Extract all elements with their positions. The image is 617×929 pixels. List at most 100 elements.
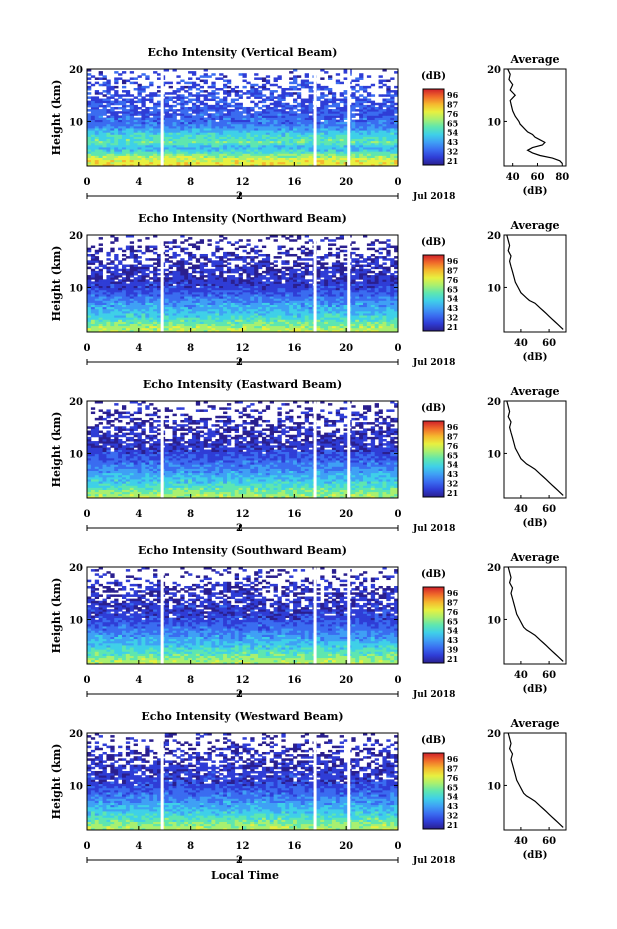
heatmap-cell [226,300,232,303]
heatmap-cell [296,144,302,148]
heatmap-cell [94,157,100,161]
heatmap-cell [90,106,96,110]
heatmap-cell [199,329,205,333]
heatmap-cell [184,144,189,148]
heatmap-cell [331,319,337,322]
heatmap-cell [141,153,146,156]
heatmap-cell [265,321,271,324]
heatmap-cell [359,327,364,331]
heatmap-cell [90,102,96,106]
heatmap-cell [269,102,274,106]
heatmap-cell [289,308,294,312]
heatmap-cell [153,138,158,142]
heatmap-cell [238,317,243,320]
heatmap-cell [289,319,294,322]
heatmap-cell [363,319,368,322]
heatmap-cell [265,130,271,133]
heatmap-cell [296,119,302,123]
heatmap-cell [265,302,271,305]
heatmap-cell [324,121,329,125]
heatmap-cell [370,161,376,165]
heatmap-cell [141,128,146,131]
heatmap-cell [191,149,197,152]
heatmap-cell [277,151,282,154]
heatmap-cell [149,298,154,301]
heatmap-cell [153,115,158,118]
heatmap-cell [207,304,212,308]
heatmap-cell [261,144,267,148]
heatmap-cell [331,144,337,148]
heatmap-cell [102,304,107,308]
heatmap-cell [394,138,399,142]
heatmap-cell [145,313,150,316]
heatmap-cell [129,113,135,116]
heatmap-cell [300,85,306,89]
heatmap-cell [296,83,302,87]
heatmap-cell [366,155,372,158]
heatmap-cell [351,319,356,322]
heatmap-cell [153,104,158,108]
heatmap-cell [366,306,372,310]
heatmap-cell [343,140,348,144]
heatmap-cell [98,308,103,312]
heatmap-cell [242,138,247,142]
heatmap-cell [246,134,251,137]
heatmap-cell [125,128,131,131]
heatmap-cell [188,319,193,322]
heatmap-cell [219,132,224,135]
heatmap-cell [300,327,306,331]
heatmap-cell [390,317,395,320]
heatmap-cell [176,102,181,106]
heatmap-cell [180,142,185,146]
heatmap-cell [331,109,337,112]
heatmap-cell [289,109,294,112]
heatmap-cell [378,308,383,312]
heatmap-cell [281,117,286,121]
heatmap-cell [258,90,263,93]
heatmap-cell [191,94,197,97]
heatmap-cell [230,132,236,135]
heatmap-cell [164,130,170,133]
heatmap-cell [184,306,189,310]
heatmap-cell [87,109,92,112]
heatmap-cell [106,92,111,95]
heatmap-cell [176,327,181,331]
heatmap-cell [180,109,185,112]
heatmap-cell [335,136,341,139]
heatmap-cell [87,96,92,99]
heatmap-cell [238,140,243,144]
heatmap-cell [230,90,236,93]
heatmap-cell [390,113,395,116]
heatmap-cell [293,117,298,121]
heatmap-cell [378,136,383,139]
heatmap-cell [153,155,158,158]
heatmap-cell [219,151,224,154]
heatmap-cell [273,315,278,318]
heatmap-cell [281,102,286,106]
heatmap-cell [137,157,142,161]
heatmap-cell [296,138,302,142]
heatmap-cell [339,317,344,320]
heatmap-cell [215,132,220,135]
heatmap-cell [386,159,391,163]
heatmap-cell [98,310,103,314]
heatmap-cell [335,163,341,167]
heatmap-cell [110,319,115,322]
heatmap-cell [308,144,313,148]
heatmap-cell [246,106,251,110]
heatmap-cell [238,300,243,303]
heatmap-cell [359,317,364,320]
heatmap-cell [269,125,274,129]
heatmap-cell [180,119,185,123]
heatmap-cell [153,325,158,329]
heatmap-cell [172,138,177,142]
heatmap-cell [153,157,158,161]
heatmap-cell [374,121,379,125]
heatmap-cell [394,85,399,89]
heatmap-cell [331,310,337,314]
heatmap-cell [355,109,360,112]
heatmap-cell [188,317,193,320]
heatmap-cell [110,302,115,305]
heatmap-cell [164,300,170,303]
heatmap-cell [156,149,162,152]
